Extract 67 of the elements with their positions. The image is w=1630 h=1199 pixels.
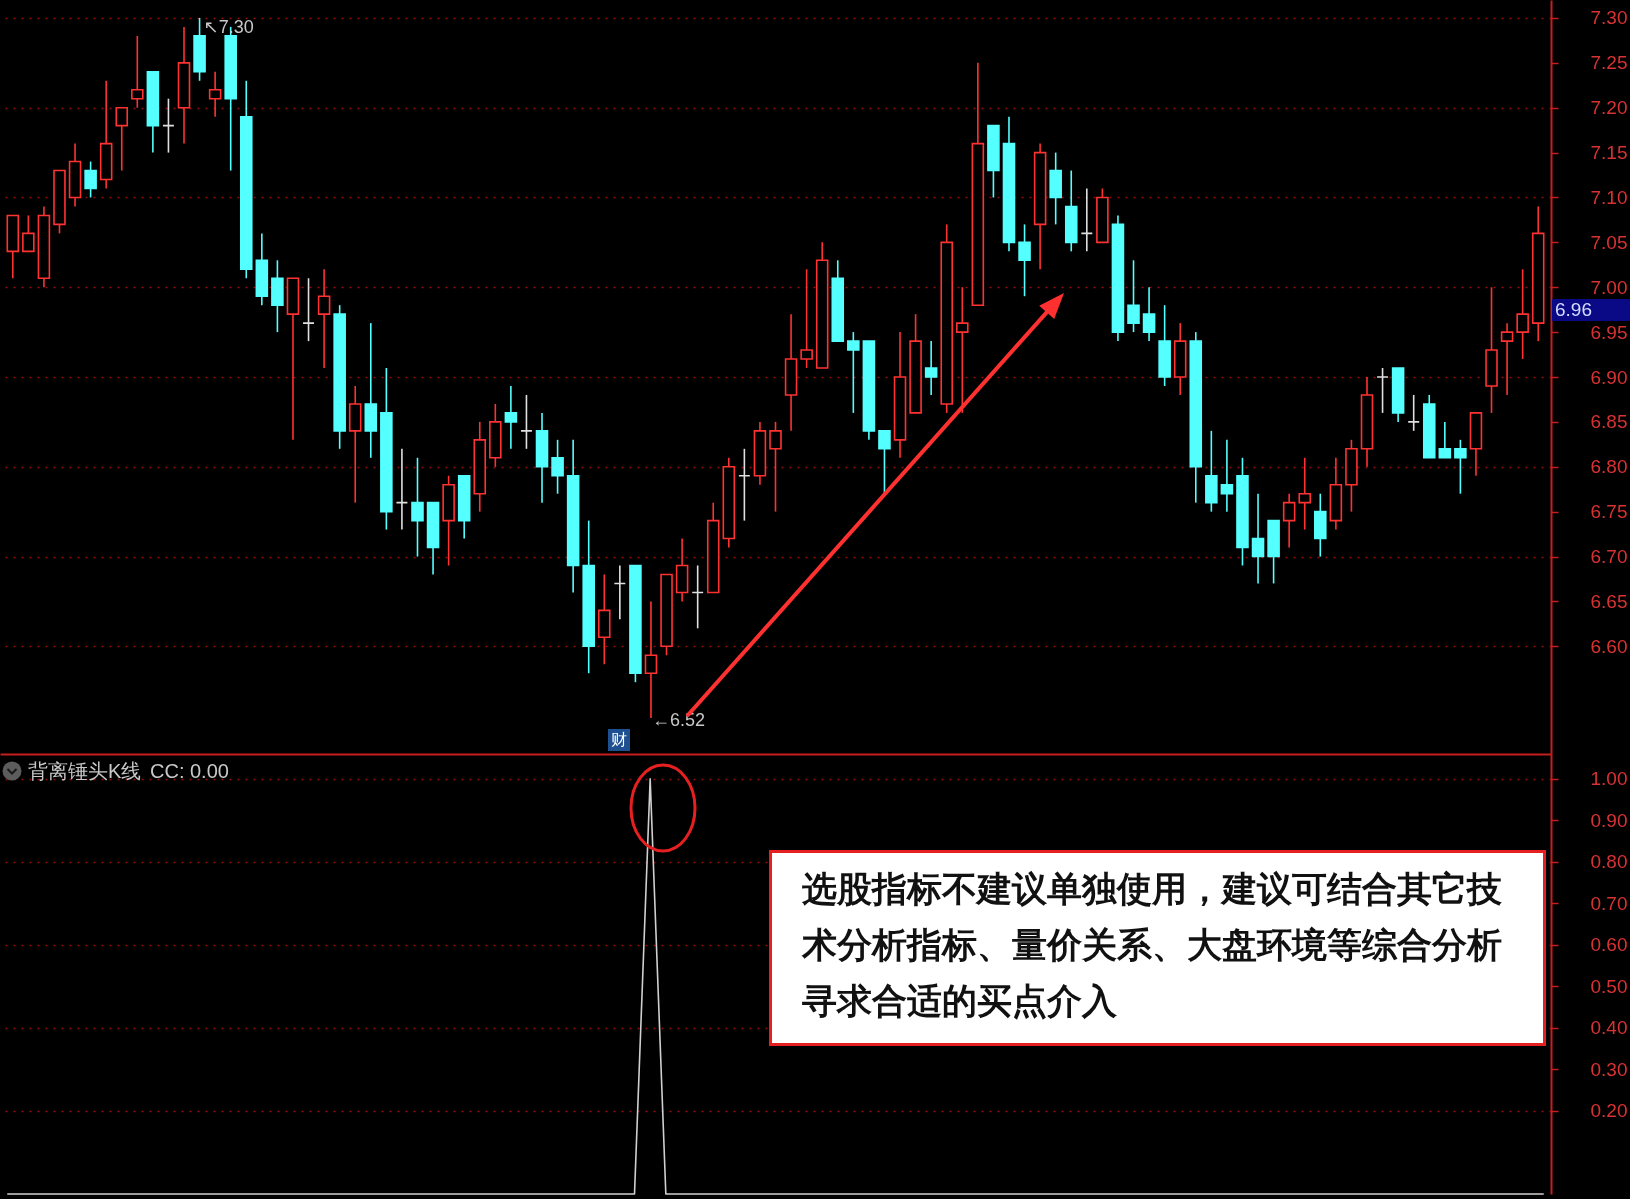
candlestick xyxy=(847,331,860,414)
candlestick xyxy=(1251,492,1265,585)
candlestick xyxy=(208,71,222,118)
chart-title: 背离锤头K线 xyxy=(28,760,142,782)
y-tick-label: 1.00 xyxy=(1590,768,1628,790)
y-tick-label: 7.10 xyxy=(1590,186,1628,208)
candlestick xyxy=(738,448,751,522)
candlestick xyxy=(115,106,129,172)
candlestick xyxy=(1127,259,1140,333)
candlestick xyxy=(1080,187,1094,253)
y-tick-label: 0.30 xyxy=(1590,1058,1628,1080)
annotation: CC: 0.00 xyxy=(150,760,229,782)
text: 6.96 xyxy=(1552,299,1630,321)
y-tick-label: 6.60 xyxy=(1590,635,1628,657)
candlestick xyxy=(1220,439,1234,513)
y-tick-label: 6.95 xyxy=(1590,321,1628,343)
y-tick-label: 0.40 xyxy=(1590,1017,1628,1039)
candlestick xyxy=(504,385,518,450)
candlestick xyxy=(302,277,315,342)
y-tick-label: 0.20 xyxy=(1590,1100,1628,1122)
candlestick xyxy=(1298,456,1312,531)
y-tick-label: 0.70 xyxy=(1590,892,1628,914)
candlestick xyxy=(1282,492,1296,549)
candlestick xyxy=(317,268,331,369)
candlestick xyxy=(1438,421,1452,459)
candlestick xyxy=(613,564,627,621)
y-tick-label: 0.60 xyxy=(1590,934,1628,956)
candlestick xyxy=(520,394,533,450)
candlestick xyxy=(395,448,409,531)
candlestick xyxy=(1407,394,1420,432)
annotation: ↖7.30 xyxy=(203,16,254,37)
y-tick-label: 0.50 xyxy=(1590,975,1628,997)
y-tick-label: 7.15 xyxy=(1590,142,1628,164)
y-tick-label: 7.30 xyxy=(1590,7,1628,29)
annotation: 财 xyxy=(607,729,630,751)
y-tick-label: 6.85 xyxy=(1590,411,1628,433)
candlestick xyxy=(1142,286,1156,342)
y-tick-label: 7.05 xyxy=(1590,231,1628,253)
y-tick-label: 6.80 xyxy=(1590,456,1628,478)
y-tick-label: 7.20 xyxy=(1590,97,1628,119)
y-tick-label: 6.65 xyxy=(1590,590,1628,612)
candlestick xyxy=(411,456,424,558)
annotation: 选股指标不建议单独使用，建议可结合其它技术分析指标、量价关系、大盘环境等综合分析寻求合适的买点介入 xyxy=(769,850,1546,1046)
y-tick-label: 0.80 xyxy=(1590,851,1628,873)
y-tick-label: 7.00 xyxy=(1590,276,1628,298)
candlestick xyxy=(131,35,144,109)
candlestick xyxy=(84,160,97,199)
candlestick xyxy=(162,97,175,154)
y-tick-label: 7.25 xyxy=(1590,52,1628,74)
annotation: ←6.52 xyxy=(651,710,706,731)
y-tick-label: 6.75 xyxy=(1590,501,1628,523)
candlestick xyxy=(1516,268,1529,360)
candlestick xyxy=(1454,439,1467,495)
candlestick xyxy=(551,439,564,495)
y-tick-label: 6.70 xyxy=(1590,546,1628,568)
candlestick xyxy=(956,286,969,414)
candlestick xyxy=(691,564,704,630)
candlestick xyxy=(800,268,813,369)
candlestick xyxy=(1018,223,1031,298)
y-tick-label: 6.90 xyxy=(1590,366,1628,388)
candlestick xyxy=(1376,367,1389,414)
candlestick xyxy=(22,214,35,253)
candlestick xyxy=(769,421,782,513)
y-tick-label: 0.90 xyxy=(1590,809,1628,831)
candlestick xyxy=(644,600,658,719)
candlestick xyxy=(924,340,938,396)
candlestick xyxy=(1500,322,1514,396)
